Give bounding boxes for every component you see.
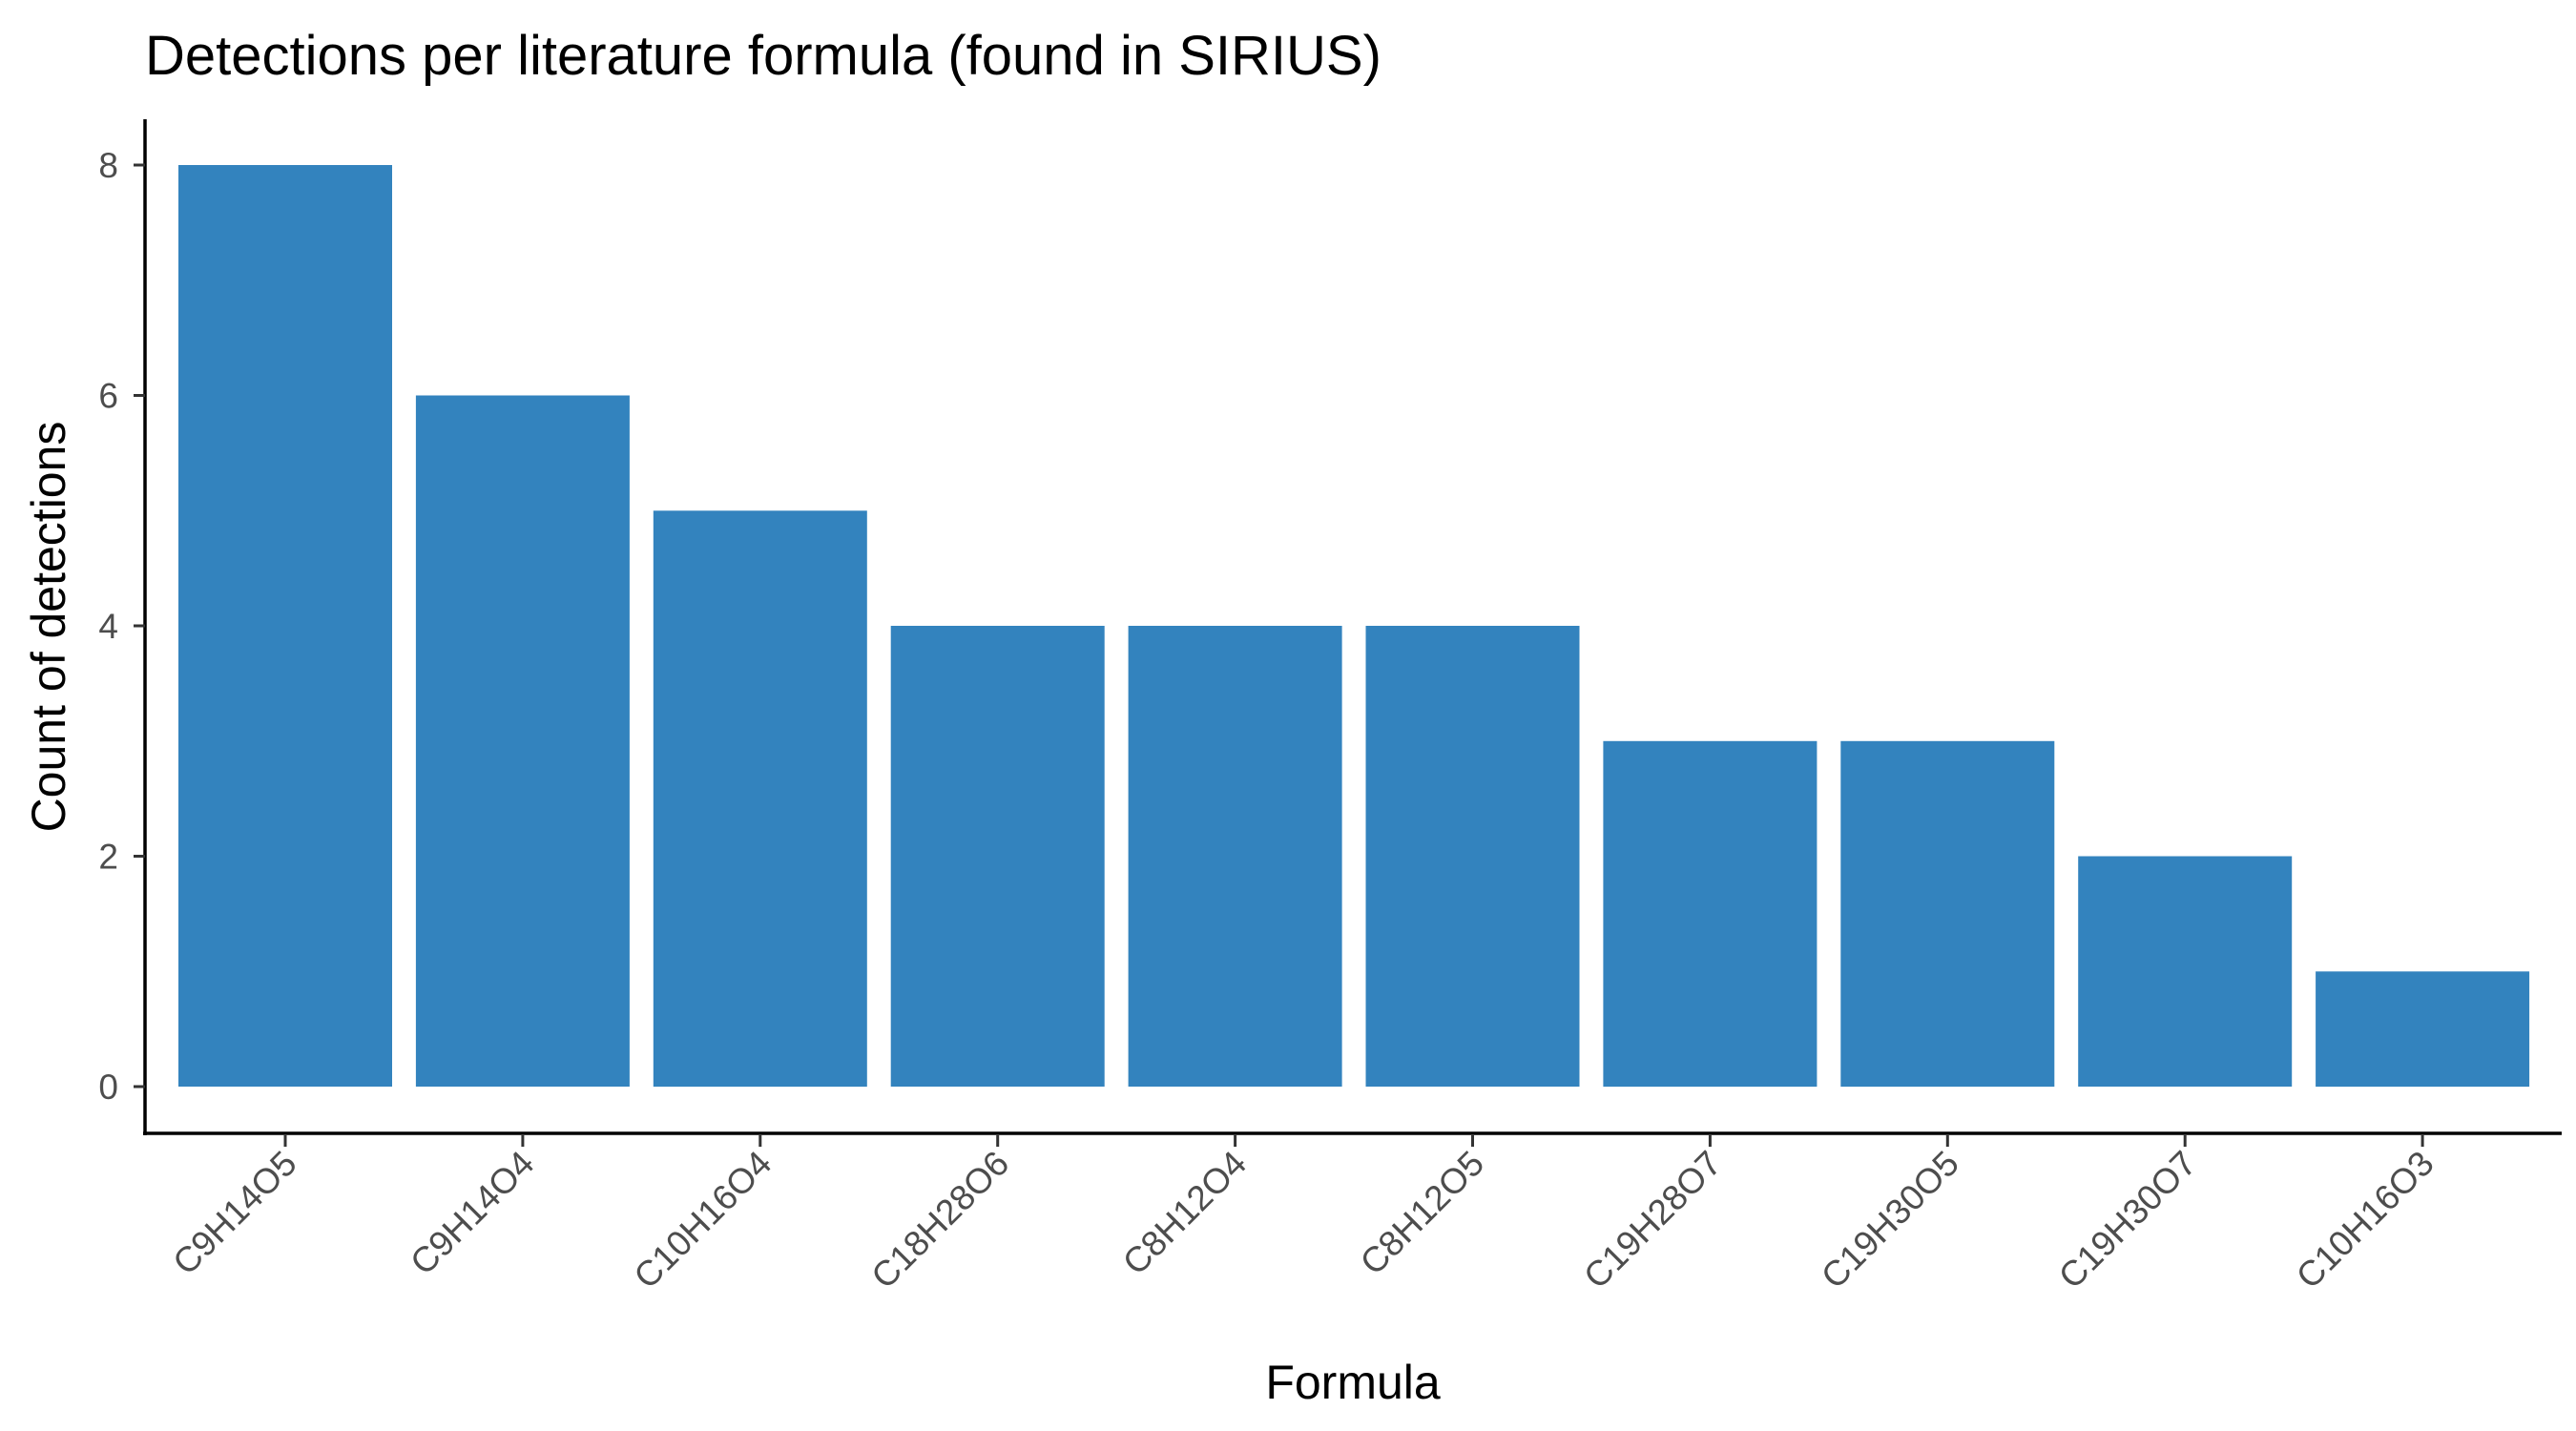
bar-C8H12O5 <box>1365 626 1580 1087</box>
x-tick-label: C19H30O7 <box>2051 1144 2204 1296</box>
bar-C19H30O7 <box>2078 856 2293 1087</box>
bar-C18H28O6 <box>890 626 1105 1087</box>
bar-C19H28O7 <box>1603 740 1818 1088</box>
x-tick-label: C9H14O5 <box>165 1144 303 1282</box>
bar-C10H16O3 <box>2316 971 2530 1088</box>
x-tick-label: C10H16O4 <box>627 1144 779 1296</box>
x-tick-label: C9H14O4 <box>403 1144 541 1282</box>
y-tick-label: 0 <box>98 1068 118 1107</box>
x-axis-title: Formula <box>1265 1356 1441 1409</box>
x-tick-label: C18H28O6 <box>863 1144 1016 1296</box>
bar-C10H16O4 <box>653 510 867 1088</box>
bar-C9H14O4 <box>415 395 630 1087</box>
chart-title: Detections per literature formula (found… <box>145 25 1381 87</box>
y-tick-label: 8 <box>98 146 118 185</box>
bar-C8H12O4 <box>1128 626 1342 1087</box>
x-tick-label: C19H28O7 <box>1576 1144 1729 1296</box>
x-ticks-group: C9H14O5 C9H14O4 C10H16O4 C18H28O6 C8H12O4 C8H… <box>165 1135 2441 1296</box>
y-tick-label: 4 <box>98 607 118 646</box>
x-tick-label: C8H12O4 <box>1115 1144 1254 1282</box>
x-tick-label: C19H30O5 <box>1814 1144 1966 1296</box>
y-tick-label: 2 <box>98 838 118 877</box>
bar-C19H30O5 <box>1840 740 2055 1088</box>
bars-group <box>178 165 2530 1088</box>
y-ticks-group: 0 2 4 6 8 <box>98 146 145 1107</box>
y-tick-label: 6 <box>98 377 118 416</box>
x-tick-label: C8H12O5 <box>1353 1144 1491 1282</box>
bar-C9H14O5 <box>178 165 392 1087</box>
x-tick-label: C10H16O3 <box>2289 1144 2441 1296</box>
y-axis-title: Count of detections <box>22 422 75 833</box>
